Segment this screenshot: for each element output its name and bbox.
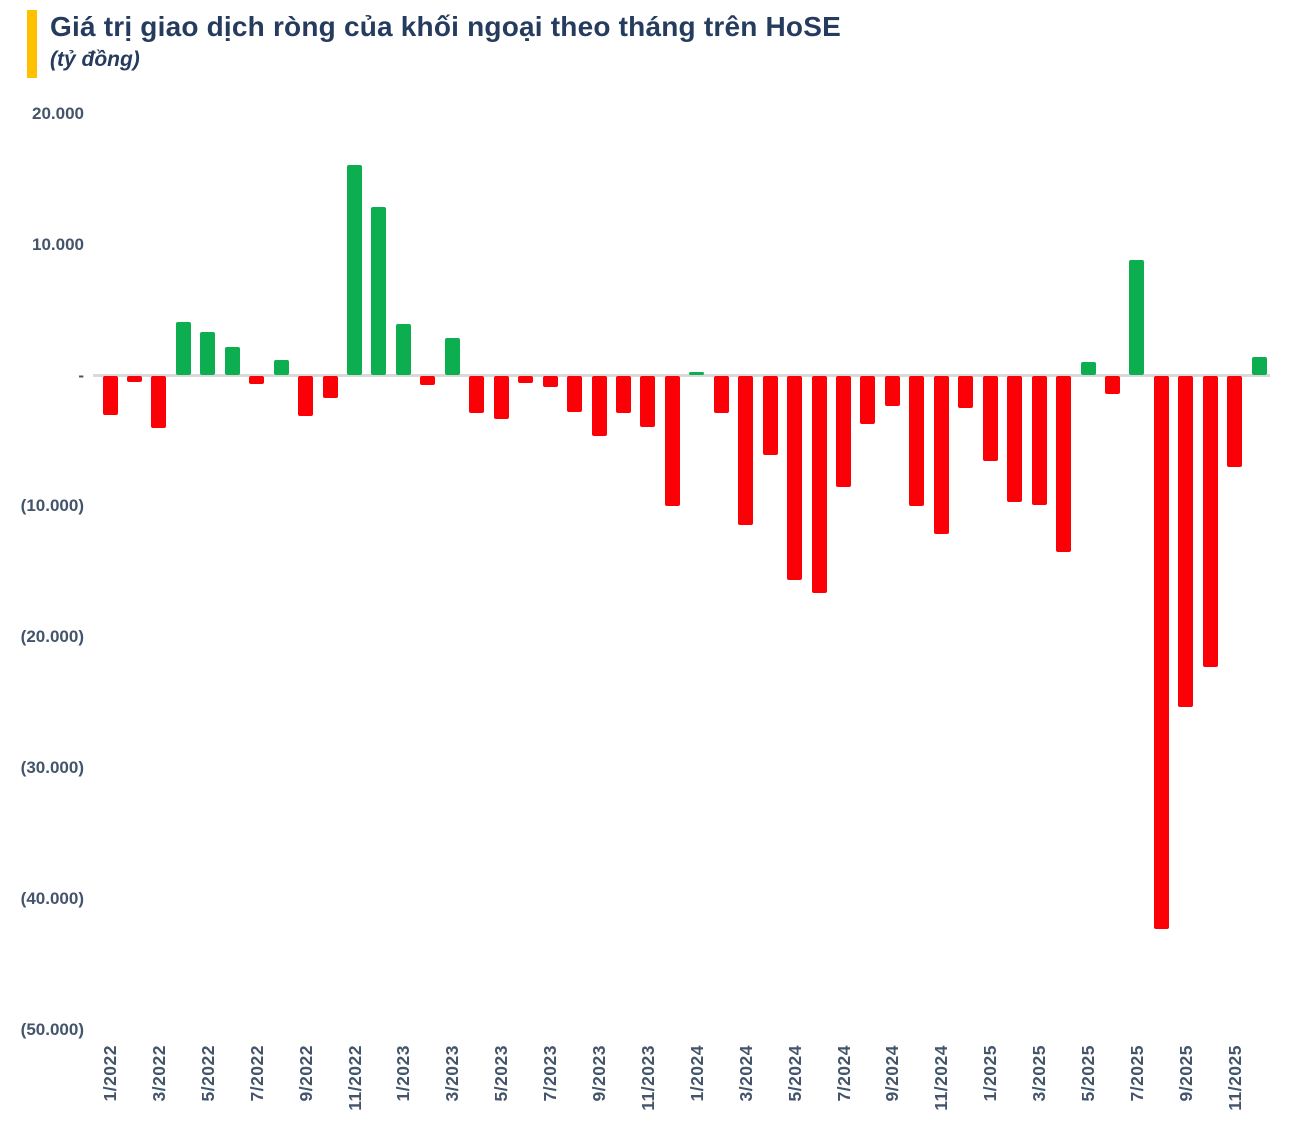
x-tick-label: 11/2022 (344, 1045, 365, 1111)
bar-12/2025 (1251, 357, 1267, 376)
x-tick-label: 11/2024 (931, 1045, 952, 1111)
bar-8/2022 (273, 360, 289, 376)
bar-12/2023 (664, 375, 680, 507)
bar-11/2024 (933, 375, 949, 534)
bar-3/2025 (1031, 375, 1047, 506)
bar-4/2023 (469, 375, 485, 414)
bar-1/2025 (982, 375, 998, 462)
bar-5/2024 (787, 375, 803, 580)
bar-11/2022 (347, 164, 362, 376)
bar-9/2025 (1178, 375, 1194, 707)
bar-9/2022 (298, 375, 314, 417)
x-tick-label: 7/2022 (246, 1045, 267, 1102)
x-tick-label: 9/2023 (589, 1045, 609, 1102)
x-tick-label: 5/2023 (491, 1045, 512, 1102)
bar-4/2022 (175, 322, 191, 376)
chart-header: Giá trị giao dịch ròng của khối ngoại th… (27, 10, 841, 78)
x-tick-label: 1/2022 (100, 1045, 120, 1102)
bar-2/2022 (126, 375, 142, 383)
bar-4/2025 (1056, 375, 1072, 553)
zero-axis-line (93, 374, 1270, 377)
bar-5/2023 (493, 375, 509, 419)
y-tick-label: (30.000) (20, 758, 84, 778)
bar-10/2023 (615, 375, 631, 414)
x-tick-label: 3/2023 (442, 1045, 463, 1102)
bar-1/2024 (689, 371, 705, 376)
bar-2/2025 (1007, 375, 1023, 503)
bar-12/2024 (958, 375, 974, 408)
title-accent-bar (27, 10, 37, 78)
bar-11/2023 (640, 375, 656, 427)
bar-6/2024 (811, 375, 827, 593)
bar-1/2022 (102, 375, 118, 416)
bar-5/2025 (1080, 362, 1096, 376)
bar-10/2022 (322, 375, 338, 398)
bar-2/2023 (420, 375, 436, 386)
x-tick-label: 7/2024 (833, 1045, 854, 1102)
bar-6/2025 (1104, 375, 1120, 394)
bar-10/2024 (909, 375, 925, 507)
x-tick-label: 9/2022 (295, 1045, 316, 1102)
bar-3/2022 (151, 375, 167, 428)
x-tick-label: 11/2023 (637, 1045, 658, 1111)
bar-12/2022 (371, 206, 387, 376)
y-tick-label: 20.000 (32, 103, 84, 123)
title-block: Giá trị giao dịch ròng của khối ngoại th… (50, 10, 841, 72)
bar-7/2024 (836, 375, 851, 488)
y-tick-label: (50.000) (20, 1020, 84, 1039)
bar-10/2025 (1202, 375, 1218, 668)
bar-2/2024 (713, 375, 729, 414)
x-tick-label: 3/2022 (148, 1045, 169, 1102)
bar-3/2024 (738, 375, 754, 525)
x-tick-label: 5/2025 (1078, 1045, 1098, 1102)
x-tick-label: 1/2025 (980, 1045, 1001, 1102)
bar-4/2024 (762, 375, 778, 456)
bar-9/2023 (591, 375, 607, 436)
bar-5/2022 (200, 332, 216, 376)
bar-1/2023 (395, 324, 411, 376)
bar-7/2025 (1129, 260, 1145, 376)
bar-7/2023 (542, 375, 558, 388)
y-tick-label: (40.000) (20, 889, 84, 909)
chart-subtitle: (tỷ đồng) (50, 47, 140, 71)
x-tick-label: 11/2025 (1224, 1045, 1245, 1111)
x-tick-label: 3/2024 (735, 1045, 756, 1102)
bar-8/2025 (1153, 375, 1169, 930)
x-tick-label: 3/2025 (1029, 1045, 1050, 1102)
x-tick-label: 9/2024 (882, 1045, 903, 1102)
x-tick-label: 1/2024 (686, 1045, 707, 1102)
x-tick-label: 7/2025 (1126, 1045, 1147, 1102)
x-tick-label: 9/2025 (1175, 1045, 1196, 1102)
bar-11/2025 (1227, 375, 1243, 468)
bar-9/2024 (884, 375, 900, 406)
bar-7/2022 (249, 375, 265, 384)
x-tick-label: 5/2022 (197, 1045, 218, 1102)
chart-title: Giá trị giao dịch ròng của khối ngoại th… (50, 11, 841, 42)
x-tick-label: 7/2023 (540, 1045, 561, 1102)
bar-8/2023 (567, 375, 583, 413)
bar-6/2023 (518, 375, 534, 383)
y-tick-label: (20.000) (20, 627, 84, 647)
y-tick-label: (10.000) (20, 496, 84, 516)
y-tick-label: - (78, 365, 84, 385)
bar-8/2024 (860, 375, 876, 424)
x-tick-label: 1/2023 (393, 1045, 414, 1102)
bar-3/2023 (444, 337, 460, 376)
y-tick-label: 10.000 (32, 234, 84, 254)
x-tick-label: 5/2024 (784, 1045, 805, 1102)
bar-6/2022 (224, 346, 240, 376)
